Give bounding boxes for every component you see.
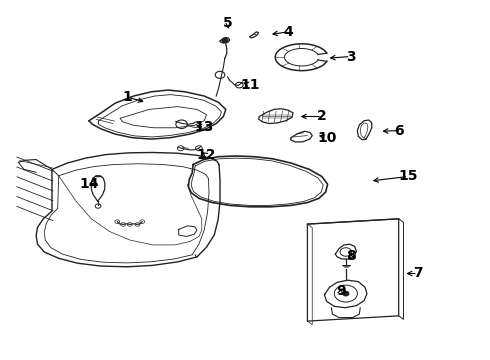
Text: 5: 5 [223,16,233,30]
Text: 3: 3 [346,50,355,63]
Text: 8: 8 [346,249,356,263]
Text: 13: 13 [195,120,214,134]
Text: 2: 2 [317,109,327,123]
Text: 12: 12 [197,148,216,162]
Text: 10: 10 [317,131,336,145]
Text: 4: 4 [283,25,293,39]
Text: 7: 7 [413,266,423,280]
Circle shape [343,292,349,296]
Text: 6: 6 [394,123,403,138]
Text: 11: 11 [240,78,260,92]
Text: 15: 15 [398,170,418,184]
Circle shape [222,38,228,42]
Text: 9: 9 [336,284,346,298]
Text: 1: 1 [122,90,132,104]
Text: 14: 14 [79,176,98,190]
